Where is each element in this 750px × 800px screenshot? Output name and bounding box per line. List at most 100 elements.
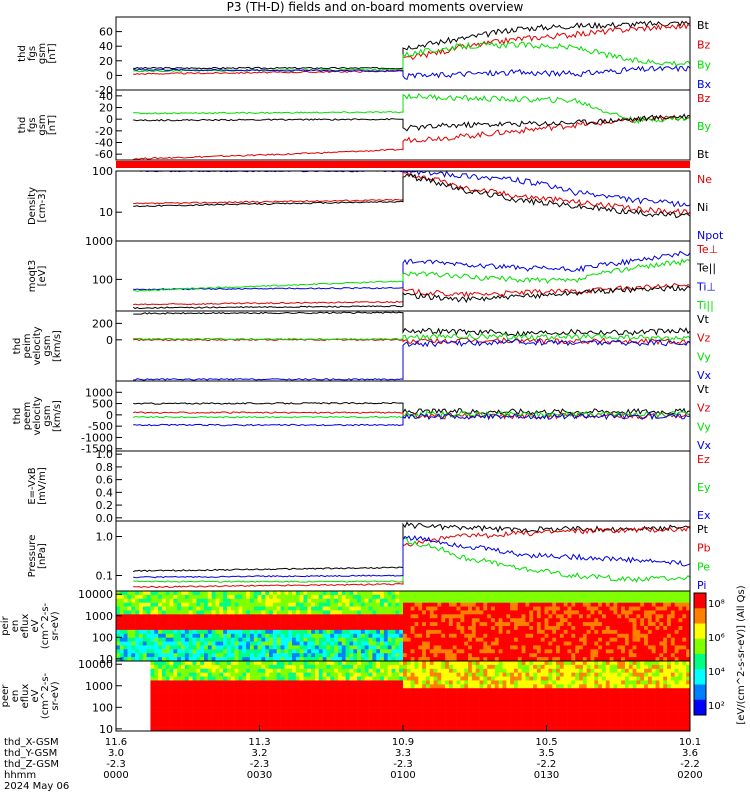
spectrogram-cell: [605, 622, 610, 627]
spectrogram-cell: [414, 664, 419, 670]
spectrogram-cell: [219, 680, 224, 685]
spectrogram-cell: [307, 594, 312, 600]
spectrogram-cell: [204, 637, 209, 642]
spectrogram-cell: [521, 699, 526, 705]
spectrogram-cell: [292, 707, 297, 712]
spectrogram-cell: [464, 676, 469, 681]
spectrogram-cell: [513, 637, 519, 642]
y-tick-label: -500: [88, 420, 113, 433]
spectrogram-cell: [326, 657, 331, 662]
spectrogram-cell: [636, 610, 641, 615]
spectrogram-cell: [579, 723, 584, 728]
spectrogram-cell: [399, 633, 404, 638]
spectrogram-cell: [403, 629, 408, 635]
spectrogram-cell: [234, 664, 239, 670]
spectrogram-cell: [399, 680, 404, 685]
spectrogram-cell: [261, 637, 266, 642]
spectrogram-cell: [368, 719, 373, 724]
spectrogram-cell: [158, 602, 163, 607]
spectrogram-cell: [311, 711, 316, 716]
spectrogram-cell: [498, 629, 503, 635]
spectrogram-cell: [292, 633, 297, 638]
spectrogram-cell: [517, 692, 522, 697]
spectrogram-cell: [261, 661, 266, 666]
legend-Ti⊥: Ti⊥: [696, 280, 716, 293]
spectrogram-cell: [601, 622, 607, 627]
spectrogram-cell: [540, 668, 545, 673]
spectrogram-cell: [249, 622, 255, 627]
spectrogram-cell: [563, 598, 568, 603]
spectrogram-cell: [437, 684, 442, 689]
spectrogram-cell: [563, 668, 568, 673]
spectrogram-cell: [196, 637, 201, 642]
spectrogram-cell: [468, 645, 473, 650]
spectrogram-cell: [406, 657, 411, 662]
spectrogram-cell: [529, 692, 534, 697]
spectrogram-cell: [192, 614, 197, 619]
spectrogram-cell: [372, 703, 377, 708]
spectrogram-cell: [276, 676, 281, 681]
spectrogram-cell: [380, 591, 385, 596]
spectrogram-cell: [196, 672, 201, 677]
spectrogram-cell: [471, 602, 477, 607]
spectrogram-cell: [552, 614, 557, 619]
spectrogram-cell: [207, 629, 212, 635]
spectrogram-cell: [116, 641, 121, 646]
spectrogram-cell: [188, 684, 193, 689]
spectrogram-cell: [483, 622, 488, 627]
spectrogram-cell: [525, 645, 530, 650]
spectrogram-cell: [230, 711, 235, 716]
spectrogram-cell: [288, 699, 293, 705]
spectrogram-cell: [682, 645, 687, 650]
legend-Bz: Bz: [697, 39, 711, 52]
spectrogram-cell: [249, 664, 255, 670]
spectrogram-cell: [579, 661, 584, 666]
spectrogram-cell: [403, 649, 408, 654]
spectrogram-cell: [590, 703, 595, 708]
spectrogram-cell: [456, 703, 461, 708]
spectrogram-cell: [314, 602, 320, 607]
spectrogram-cell: [464, 602, 469, 607]
spectrogram-cell: [663, 618, 668, 623]
spectrogram-cell: [406, 618, 411, 623]
spectrogram-cell: [288, 707, 293, 712]
spectrogram-cell: [494, 664, 499, 670]
spectrogram-cell: [357, 699, 362, 705]
spectrogram-cell: [563, 707, 568, 712]
spectrogram-cell: [601, 641, 607, 646]
spectrogram-cell: [460, 707, 465, 712]
spectrogram-cell: [556, 606, 561, 611]
spectrogram-cell: [406, 591, 411, 596]
y-tick-label: 0.6: [96, 474, 114, 487]
spectrogram-cell: [295, 591, 300, 596]
spectrogram-cell: [242, 594, 247, 600]
spectrogram-cell: [284, 614, 289, 619]
spectrogram-cell: [586, 668, 591, 673]
spectrogram-cell: [307, 719, 312, 724]
spectrogram-cell: [177, 626, 182, 631]
spectrogram-cell: [529, 661, 534, 666]
spectrogram-cell: [475, 618, 480, 623]
spectrogram-cell: [464, 594, 469, 600]
spectrogram-cell: [269, 606, 274, 611]
spectrogram-cell: [299, 672, 304, 677]
spectrogram-cell: [295, 614, 300, 619]
spectrogram-cell: [288, 672, 293, 677]
spectrogram-cell: [226, 622, 232, 627]
spectrogram-cell: [452, 614, 457, 619]
spectrogram-cell: [230, 727, 235, 732]
spectrogram-cell: [598, 633, 603, 638]
spectrogram-cell: [158, 649, 163, 654]
spectrogram-cell: [295, 645, 300, 650]
spectrogram-cell: [303, 719, 308, 724]
spectrogram-cell: [517, 633, 522, 638]
spectrogram-cell: [510, 668, 515, 673]
spectrogram-cell: [491, 672, 496, 677]
spectrogram-cell: [165, 657, 170, 662]
spectrogram-cell: [150, 598, 155, 603]
spectrogram-cell: [123, 594, 128, 600]
spectrogram-cell: [307, 688, 312, 693]
spectrogram-cell: [575, 711, 580, 716]
spectrogram-cell: [410, 692, 415, 697]
spectrogram-cell: [173, 680, 178, 685]
